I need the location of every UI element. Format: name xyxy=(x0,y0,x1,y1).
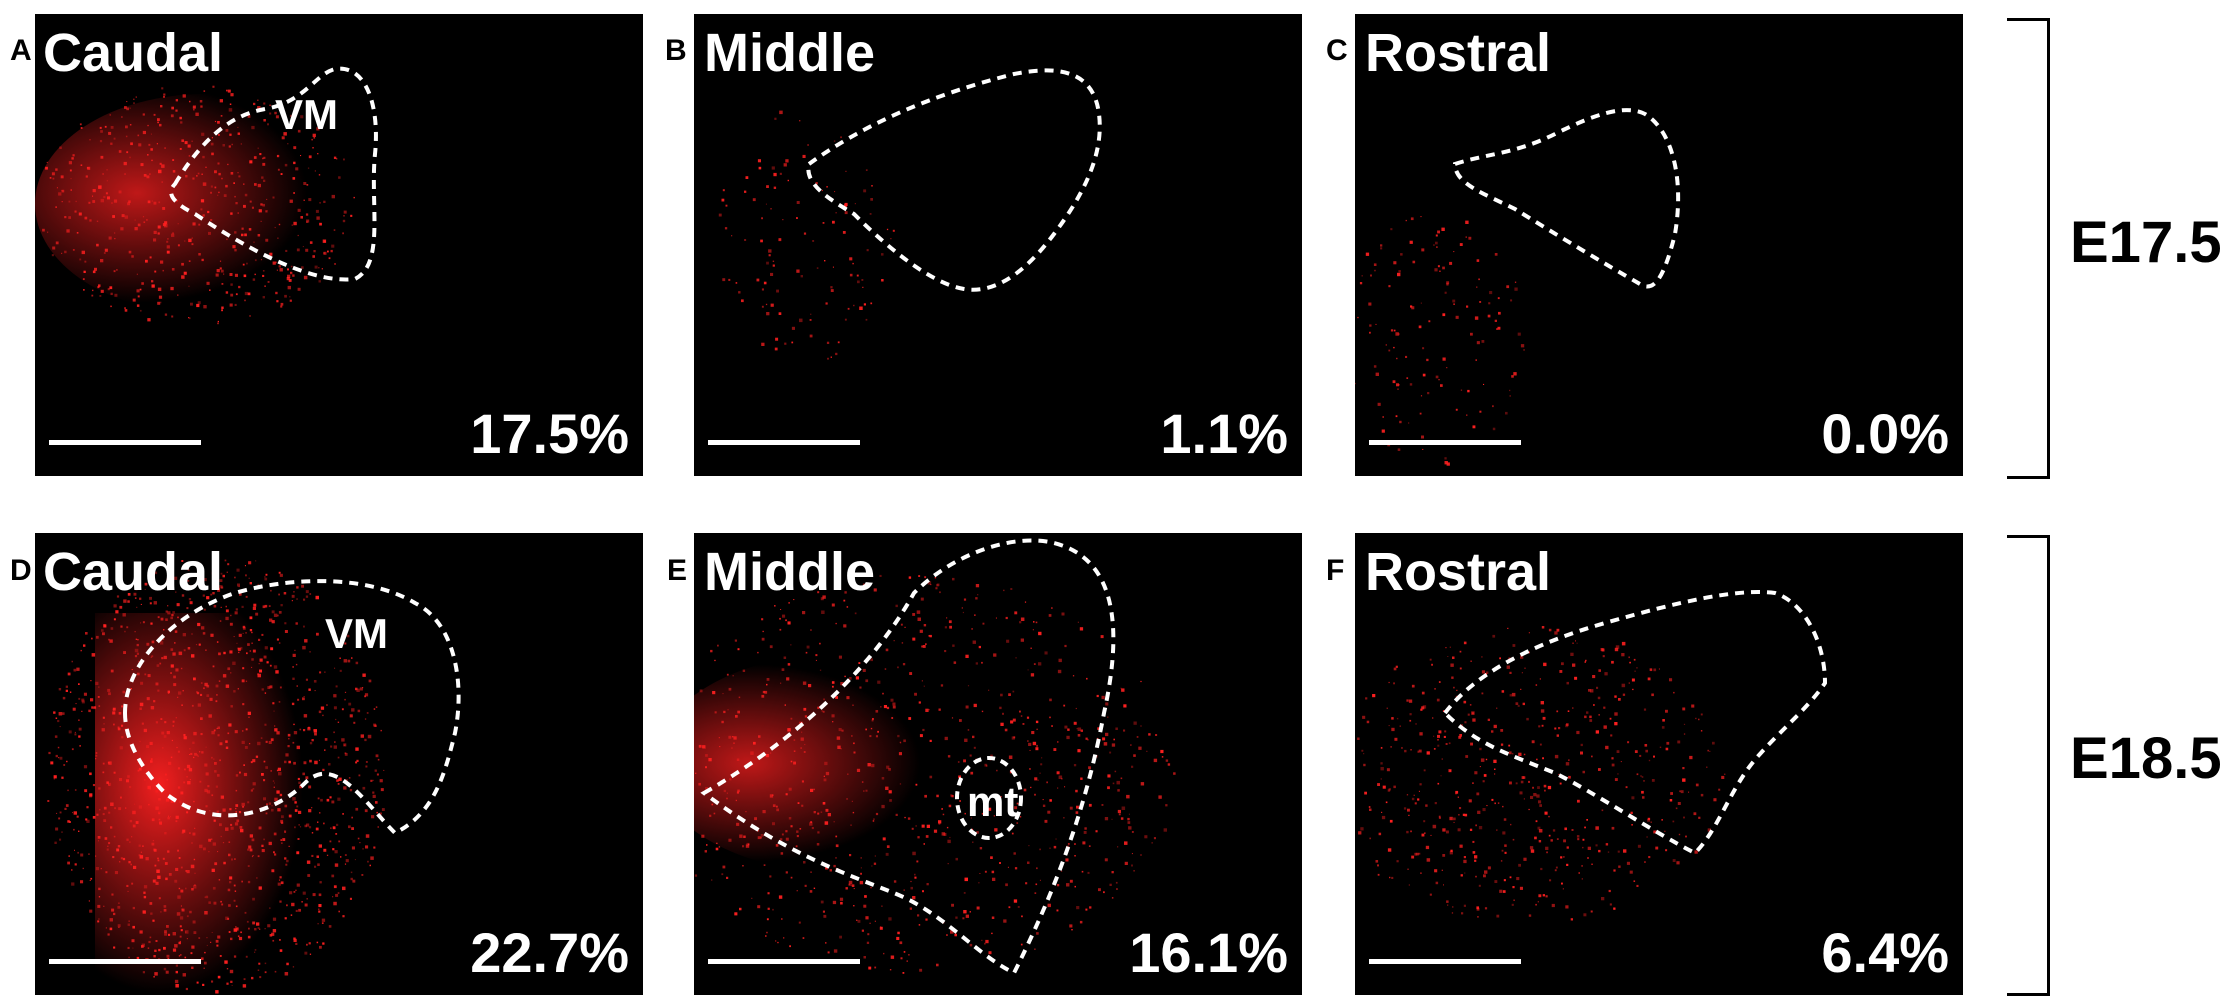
vm-outline xyxy=(169,66,378,282)
nucleus-label-mt: mt xyxy=(967,778,1019,825)
micrograph-d xyxy=(47,554,461,994)
outline xyxy=(1452,108,1681,289)
region-label: Rostral xyxy=(1365,542,1552,602)
micrograph-e xyxy=(694,538,1176,976)
percent-label: 1.1% xyxy=(1160,402,1288,465)
percent-label: 17.5% xyxy=(470,402,629,465)
panel-letter-d: D xyxy=(10,554,32,587)
mt-outline xyxy=(955,756,1023,840)
panel-a-caudal-e17: Caudal VM 17.5% xyxy=(35,14,643,476)
panel-f-rostral-e18: Rostral 6.4% xyxy=(1355,533,1963,995)
percent-label: 22.7% xyxy=(470,921,629,984)
scale-bar xyxy=(1369,959,1521,964)
outline xyxy=(1442,590,1828,856)
panel-d-caudal-e18: Caudal VM 22.7% xyxy=(35,533,643,995)
stage-bracket-e18 xyxy=(2007,535,2050,996)
panel-e-middle-e18: Middle mt 16.1% xyxy=(694,533,1302,995)
region-label: Rostral xyxy=(1365,23,1552,83)
scale-bar xyxy=(49,440,201,445)
region-label: Middle xyxy=(704,542,875,602)
region-label: Middle xyxy=(704,23,875,83)
region-label: Caudal xyxy=(43,23,224,83)
outline xyxy=(700,538,1116,976)
panel-b-middle-e17: Middle 1.1% xyxy=(694,14,1302,476)
micrograph-b xyxy=(718,68,1102,360)
percent-label: 0.0% xyxy=(1821,402,1949,465)
panel-letter-b: B xyxy=(665,34,687,67)
panel-letter-f: F xyxy=(1326,554,1345,587)
region-label: Caudal xyxy=(43,542,224,602)
nucleus-label-vm: VM xyxy=(325,610,388,657)
scale-bar xyxy=(708,440,860,445)
panel-c-rostral-e17: Rostral 0.0% xyxy=(1355,14,1963,476)
micrograph-c xyxy=(1355,108,1681,466)
stage-label-e18: E18.5 xyxy=(2070,726,2222,791)
outline xyxy=(806,68,1102,292)
scale-bar xyxy=(49,959,201,964)
stage-bracket-e17 xyxy=(2007,18,2050,479)
panel-letter-c: C xyxy=(1326,34,1348,67)
scale-bar xyxy=(1369,440,1521,445)
panel-letter-a: A xyxy=(10,34,32,67)
panel-letter-e: E xyxy=(667,554,688,587)
scale-bar xyxy=(708,959,860,964)
micrograph-f xyxy=(1357,590,1828,921)
percent-label: 6.4% xyxy=(1821,921,1949,984)
stage-label-e17: E17.5 xyxy=(2070,210,2222,275)
nucleus-label-vm: VM xyxy=(275,91,338,138)
micrograph-a xyxy=(35,66,378,325)
percent-label: 16.1% xyxy=(1129,921,1288,984)
